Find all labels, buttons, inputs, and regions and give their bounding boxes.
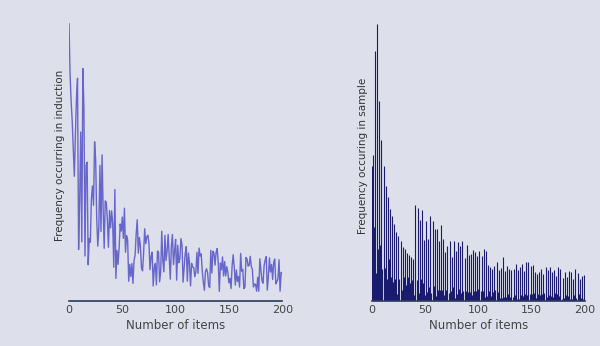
X-axis label: Number of items: Number of items <box>126 319 225 333</box>
Y-axis label: Frequency occurring in induction: Frequency occurring in induction <box>55 70 65 241</box>
Y-axis label: Frequency occuring in sample: Frequency occuring in sample <box>358 78 368 234</box>
X-axis label: Number of items: Number of items <box>429 319 528 333</box>
